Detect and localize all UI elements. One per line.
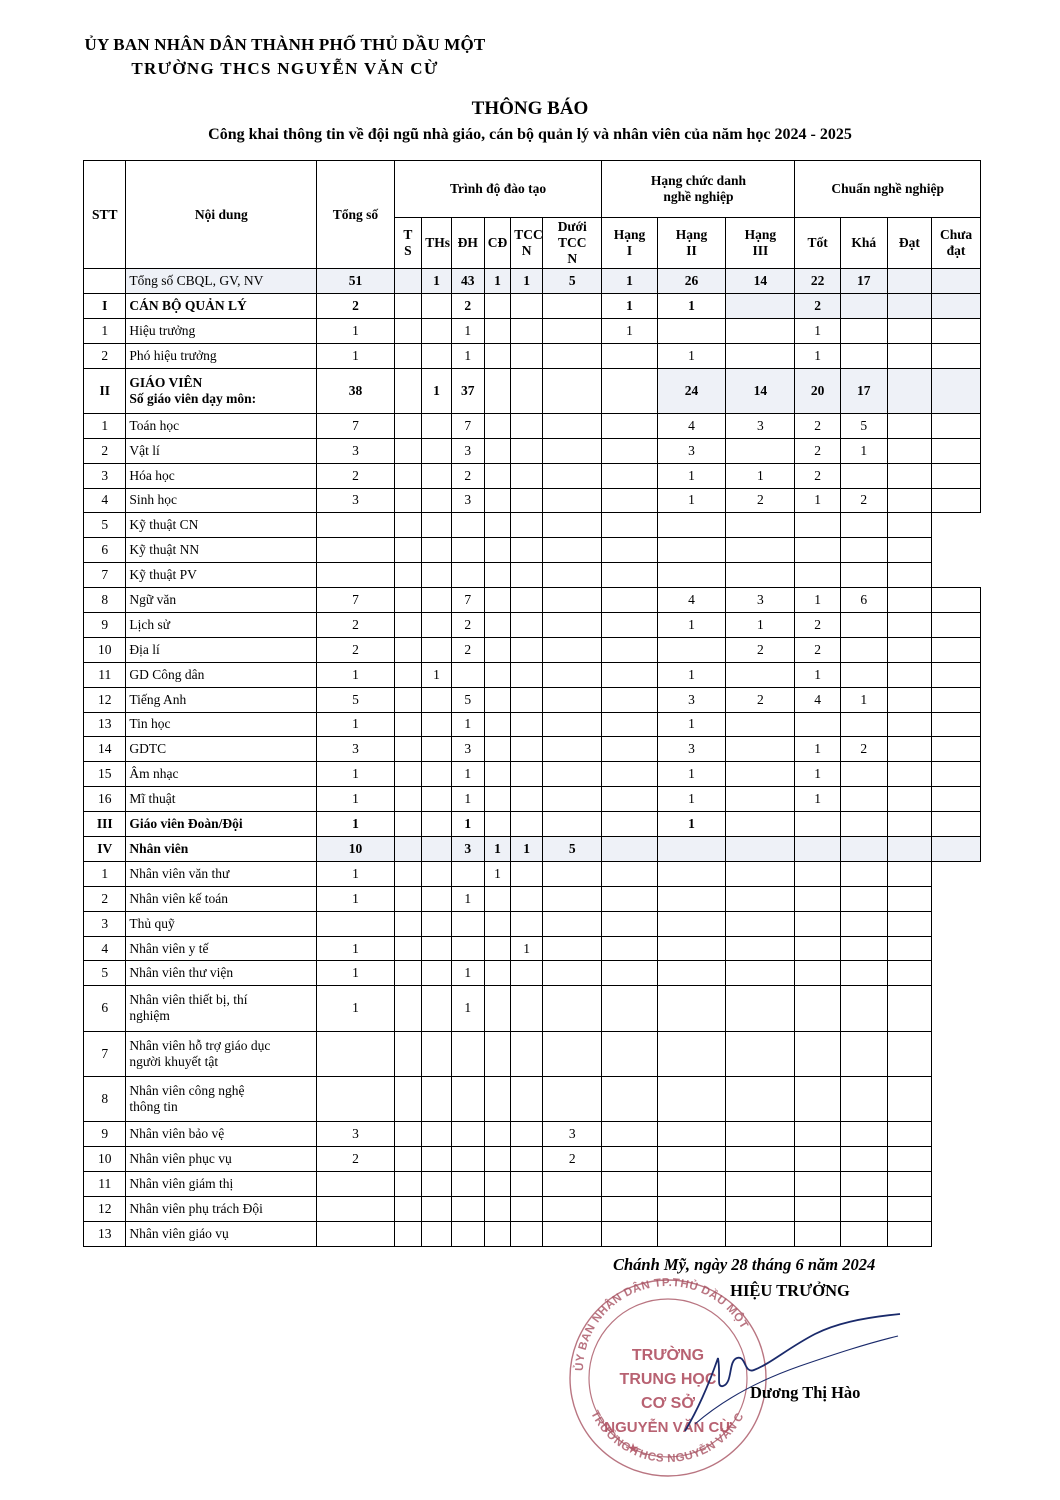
- svg-text:★: ★: [627, 1442, 640, 1457]
